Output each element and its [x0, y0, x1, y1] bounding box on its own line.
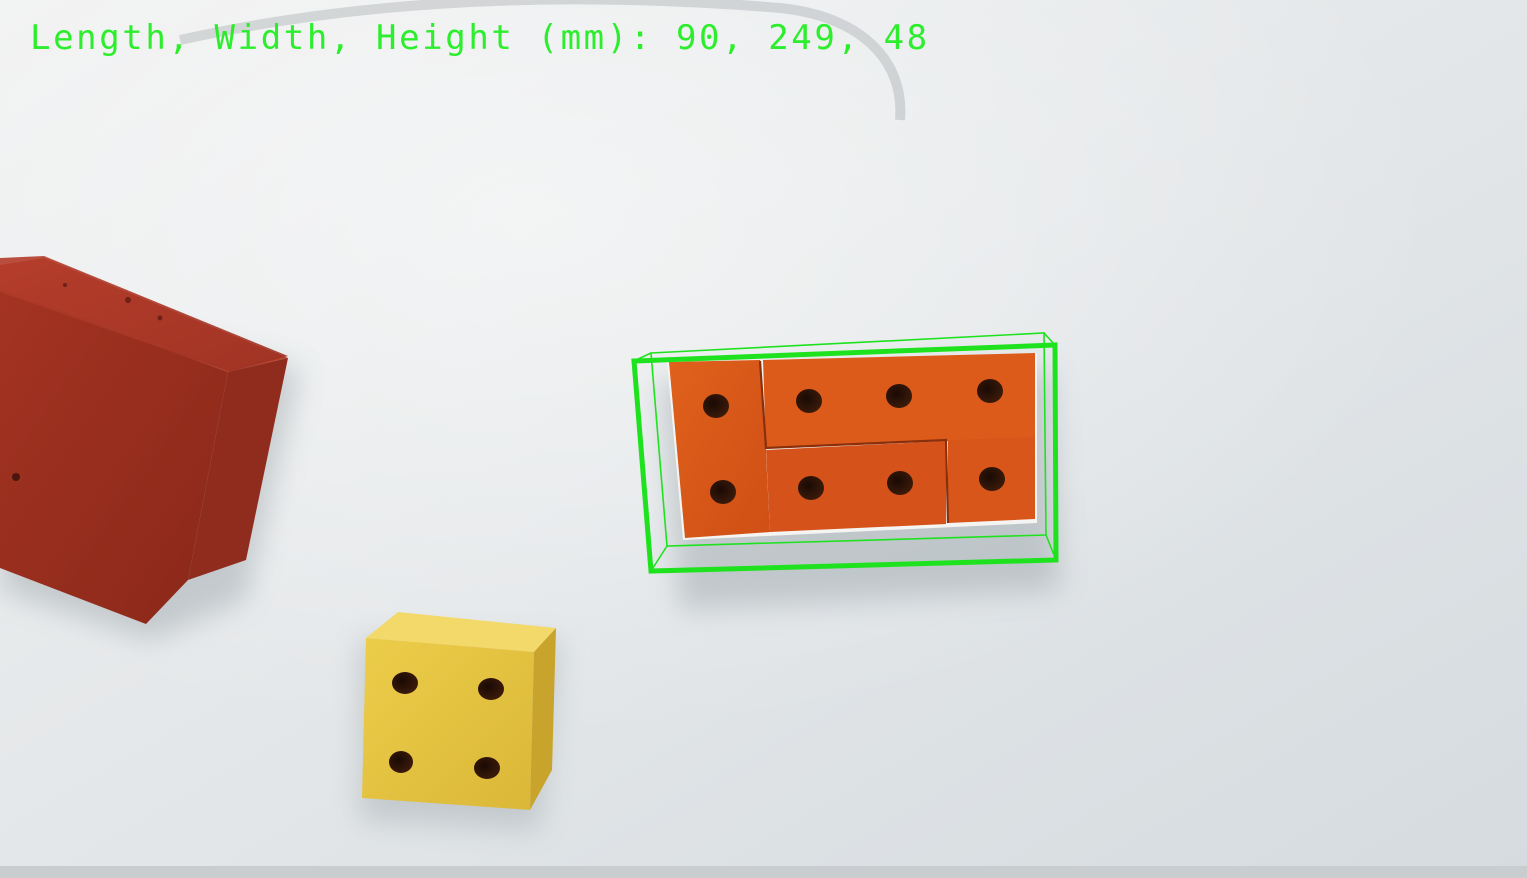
- yellow-block-side-face: [530, 628, 556, 810]
- measurement-readout: Length, Width, Height (mm): 90, 249, 48: [30, 18, 930, 58]
- yellow-hole: [474, 757, 500, 779]
- yellow-block-front-face: [362, 638, 534, 810]
- bounding-box: [631, 332, 1059, 574]
- red-block: [0, 256, 300, 640]
- yellow-hole: [392, 672, 418, 694]
- red-block-pit: [125, 297, 131, 303]
- orange-hole: [886, 384, 912, 408]
- yellow-hole: [389, 751, 413, 773]
- orange-hole: [977, 379, 1003, 403]
- bounding-box-near-face: [631, 342, 1059, 574]
- red-block-front-face: [0, 288, 228, 624]
- red-block-pit: [12, 473, 20, 481]
- red-block-pit: [63, 283, 67, 287]
- background-cable: [178, 0, 906, 121]
- orange-hole: [703, 394, 729, 418]
- orange-hole: [979, 467, 1005, 491]
- orange-hole: [887, 471, 913, 495]
- red-block-pit: [157, 315, 163, 321]
- red-block-upper-face: [0, 256, 288, 372]
- yellow-block-top-face: [366, 612, 556, 652]
- orange-puzzle-block: [660, 353, 1060, 610]
- red-block-side-face: [188, 358, 288, 580]
- orange-hole: [798, 476, 824, 500]
- orange-piece-bottom: [766, 441, 946, 532]
- bounding-box-edge: [650, 545, 668, 572]
- orange-hole: [710, 480, 736, 504]
- yellow-hole: [478, 678, 504, 700]
- orange-seam: [758, 360, 950, 524]
- orange-piece-left: [669, 360, 770, 538]
- orange-hole: [796, 389, 822, 413]
- yellow-block: [360, 612, 560, 830]
- table-edge: [0, 866, 1527, 878]
